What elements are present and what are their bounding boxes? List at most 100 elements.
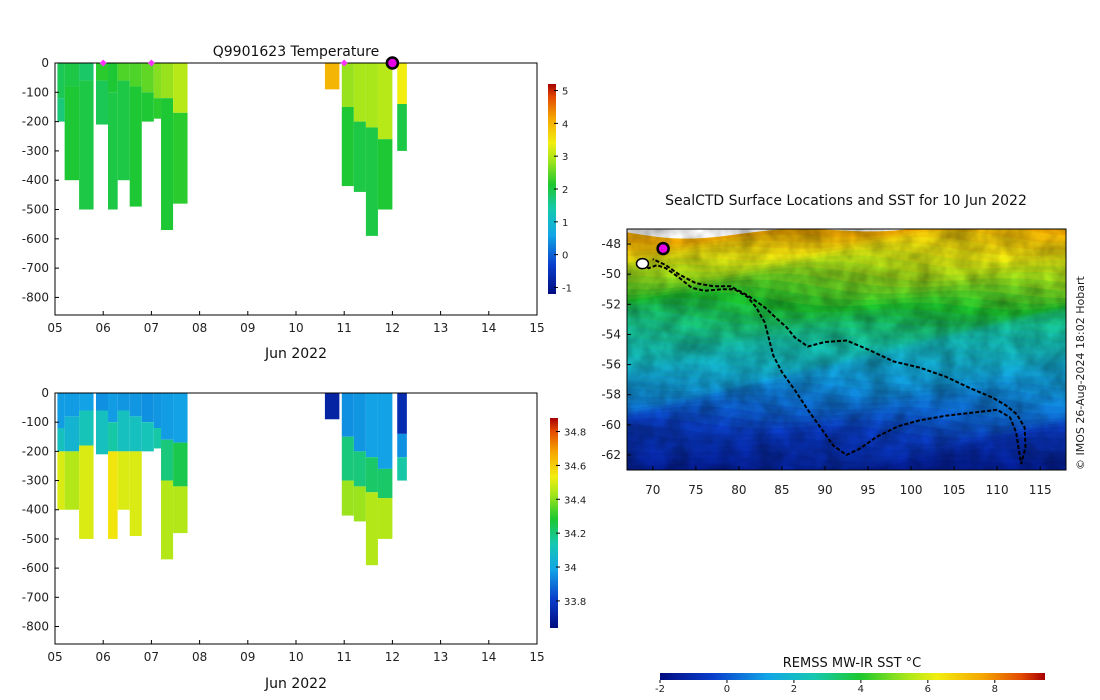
x-tick-label: 06	[96, 650, 111, 664]
profile-cell	[108, 451, 118, 539]
y-tick-label: -100	[22, 85, 49, 99]
lat-tick-label: -48	[601, 237, 621, 251]
profile-cell	[57, 63, 65, 99]
profile-cell	[108, 422, 118, 452]
profile-cell	[353, 451, 366, 487]
x-tick-label: 14	[481, 650, 496, 664]
temperature-colorbar	[548, 84, 556, 294]
x-tick-label: 07	[144, 321, 159, 335]
profile-cell	[341, 436, 354, 481]
track-line	[641, 258, 1027, 465]
sst-colorbar-tick-label: 6	[925, 684, 931, 695]
lat-tick-label: -54	[601, 327, 621, 341]
profile-cell	[117, 410, 130, 452]
profile-cell	[141, 63, 154, 93]
x-tick-label: 12	[385, 321, 400, 335]
profile-cell	[57, 428, 65, 452]
sst-colorbar-tick-label: 8	[992, 684, 998, 695]
x-tick-label: 08	[192, 321, 207, 335]
profile-cell	[341, 480, 354, 516]
profile-cell	[377, 139, 393, 210]
profile-cell	[173, 63, 188, 113]
sst-colorbar-ticks: -2 0 2 4 6 8	[655, 680, 998, 695]
profile-cell	[365, 492, 378, 566]
profile-cell	[64, 63, 80, 87]
profile-cell	[117, 63, 130, 81]
profile-cell	[397, 433, 407, 458]
lon-tick-label: 80	[731, 483, 746, 497]
colorbar-tick-label: 2	[562, 185, 568, 196]
map-lat-ticks: -48 -50 -52 -54 -56 -58 -60 -62	[601, 237, 631, 462]
x-tick-label: 05	[47, 321, 62, 335]
surface-marker	[340, 59, 348, 67]
profile-cell	[153, 393, 162, 429]
profile-cell	[161, 393, 174, 440]
x-tick-label: 11	[337, 321, 352, 335]
profile-cell	[377, 498, 393, 539]
profile-cell	[79, 393, 94, 411]
x-tick-label: 11	[337, 650, 352, 664]
colorbar-tick-label: 34.2	[564, 529, 586, 540]
profile-cell	[108, 92, 118, 210]
y-tick-label: -400	[22, 503, 49, 517]
profile-cell	[397, 104, 407, 151]
profile-cell	[95, 80, 109, 125]
profile-cell	[95, 410, 109, 455]
profile-cell	[365, 457, 378, 493]
profile-cell	[129, 416, 142, 452]
profile-cell	[324, 63, 340, 90]
y-tick-label: 0	[41, 56, 49, 70]
salinity-profiles	[57, 393, 407, 566]
profile-cell	[79, 410, 94, 446]
profile-cell	[173, 486, 188, 534]
salinity-panel: 05 06 07 08 09 10 11 12 13 14 15 0 -100 -200 -300 -400…	[22, 386, 587, 692]
profile-cell	[64, 451, 80, 510]
profile-cell	[153, 428, 162, 449]
colorbar-tick-label: 3	[562, 152, 568, 163]
x-tick-label: 06	[96, 321, 111, 335]
profile-cell	[365, 127, 378, 236]
y-tick-label: -700	[22, 261, 49, 275]
lat-tick-label: -62	[601, 448, 621, 462]
profile-cell	[79, 63, 94, 81]
profile-cell	[153, 98, 162, 119]
profile-cell	[64, 86, 80, 181]
salinity-xlabel: Jun 2022	[264, 676, 327, 692]
sst-field	[627, 229, 1066, 470]
colorbar-tick-label: 33.8	[564, 597, 586, 608]
temperature-colorbar-ticks: -1 0 1 2 3 4 5	[554, 87, 572, 294]
lat-tick-label: -52	[601, 297, 621, 311]
map-lon-ticks: 70 75 80 85 90 95 100 105 110 115	[645, 466, 1052, 497]
seal-position-marker	[656, 241, 670, 256]
colorbar-tick-label: 4	[562, 119, 568, 130]
sst-colorbar-label: REMSS MW-IR SST °C	[783, 656, 922, 671]
lon-tick-label: 75	[688, 483, 703, 497]
map-frame	[626, 228, 1067, 471]
y-tick-label: -500	[22, 532, 49, 546]
x-tick-label: 13	[433, 650, 448, 664]
x-tick-label: 07	[144, 650, 159, 664]
lat-tick-label: -58	[601, 388, 621, 402]
x-tick-label: 09	[240, 650, 255, 664]
start-cluster	[635, 257, 650, 270]
profile-cell	[108, 393, 118, 423]
lon-tick-label: 115	[1029, 483, 1052, 497]
profile-cell	[341, 393, 354, 437]
y-tick-label: -100	[22, 415, 49, 429]
profile-cell	[141, 92, 154, 122]
temperature-y-ticks: 0 -100 -200 -300 -400 -500 -600 -700 -800	[22, 56, 59, 304]
y-tick-label: -800	[22, 619, 49, 633]
colorbar-tick-label: 34.4	[564, 495, 586, 506]
y-tick-label: -700	[22, 590, 49, 604]
profile-cell	[173, 442, 188, 487]
profile-cell	[341, 106, 354, 187]
profile-cell	[64, 393, 80, 417]
profile-cell	[365, 393, 378, 458]
temperature-x-ticks: 05 06 07 08 09 10 11 12 13 14 15	[47, 311, 545, 335]
profile-cell	[57, 98, 65, 122]
profile-cell	[353, 393, 366, 452]
profile-cell	[353, 121, 366, 192]
profile-cell	[129, 63, 142, 87]
lon-tick-label: 90	[817, 483, 832, 497]
